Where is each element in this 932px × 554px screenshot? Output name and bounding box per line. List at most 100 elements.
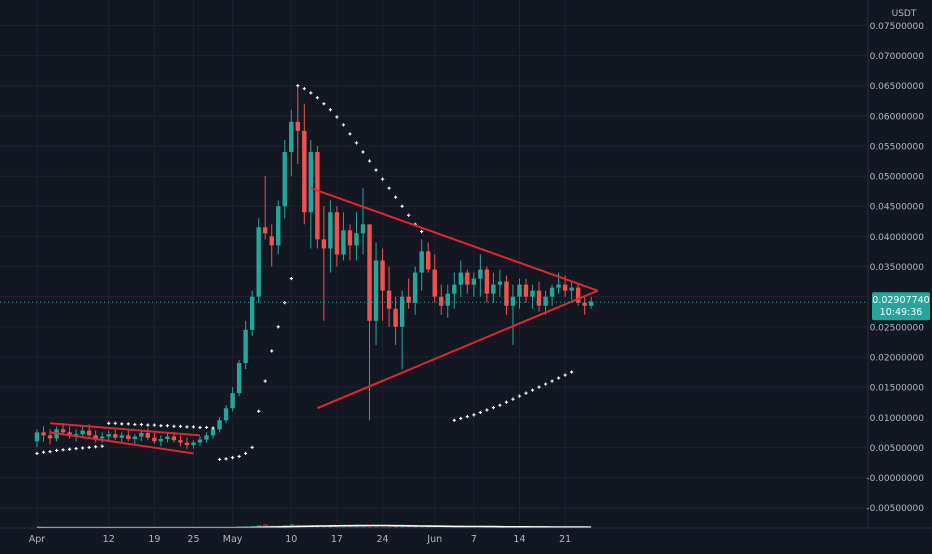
candle-body-63 — [446, 294, 450, 306]
candle-body-18 — [152, 438, 156, 442]
x-tick-label-3: 25 — [187, 534, 199, 545]
candle-31 — [237, 360, 241, 396]
candle-body-74 — [517, 285, 521, 297]
candle-body-79 — [550, 288, 554, 297]
y-tick-label-7: 0.04500000 — [870, 203, 925, 213]
candle-body-75 — [524, 285, 528, 297]
candle-body-10 — [100, 437, 104, 439]
candle-body-60 — [426, 251, 430, 269]
x-tick-label-2: 19 — [148, 534, 160, 545]
y-tick-label-4: 0.06000000 — [870, 112, 925, 122]
candle-body-11 — [107, 434, 111, 436]
candle-body-55 — [393, 309, 397, 327]
candle-body-40 — [296, 122, 300, 131]
candle-body-58 — [413, 273, 417, 303]
candle-body-23 — [185, 443, 189, 445]
candle-body-80 — [556, 285, 560, 288]
x-tick-label-7: 24 — [377, 534, 389, 545]
candle-body-24 — [191, 443, 195, 445]
candle-body-61 — [433, 270, 437, 297]
candle-body-42 — [309, 152, 313, 212]
y-tick-label-17: -0.00500000 — [866, 504, 924, 514]
candle-body-12 — [113, 434, 117, 438]
time-axis[interactable] — [0, 528, 932, 550]
x-tick-label-9: 7 — [471, 534, 477, 545]
y-tick-label-14: 0.01000000 — [870, 414, 925, 424]
candle-body-7 — [80, 431, 84, 435]
candle-body-0 — [35, 432, 39, 441]
y-tick-label-11: 0.02500000 — [870, 323, 925, 333]
candle-body-45 — [328, 212, 332, 248]
candle-body-76 — [530, 291, 534, 297]
last-price-label: 0.02907740 10:49:36 — [872, 292, 930, 320]
y-tick-label-12: 0.02000000 — [870, 353, 925, 363]
candle-body-66 — [465, 273, 469, 285]
candle-body-17 — [146, 433, 150, 438]
candle-body-62 — [439, 297, 443, 306]
last-price-value: 0.02907740 — [872, 295, 929, 306]
x-tick-label-4: May — [223, 534, 243, 545]
candle-body-78 — [543, 297, 547, 306]
candle-body-53 — [380, 261, 384, 291]
candle-body-64 — [452, 285, 456, 294]
candle-body-27 — [211, 429, 215, 435]
y-tick-label-3: 0.06500000 — [870, 82, 925, 92]
candle-body-15 — [133, 437, 137, 439]
y-tick-label-5: 0.05500000 — [870, 142, 925, 152]
candle-body-65 — [459, 273, 463, 285]
candle-body-71 — [498, 282, 502, 285]
candle-body-82 — [569, 288, 573, 291]
candle-body-1 — [41, 432, 45, 435]
candle-body-56 — [400, 297, 404, 327]
candle-body-37 — [276, 206, 280, 245]
candle-body-16 — [139, 433, 143, 437]
candle-body-44 — [322, 239, 326, 248]
candle-body-43 — [315, 152, 319, 239]
last-price-countdown: 10:49:36 — [880, 307, 923, 318]
candle-body-8 — [87, 431, 91, 436]
candle-34 — [256, 218, 260, 302]
x-tick-label-0: Apr — [29, 534, 46, 545]
candle-body-47 — [341, 230, 345, 254]
candle-body-35 — [263, 227, 267, 233]
x-tick-label-5: 10 — [285, 534, 297, 545]
y-tick-label-13: 0.01500000 — [870, 384, 925, 394]
y-tick-label-8: 0.04000000 — [870, 233, 925, 243]
candle-body-34 — [256, 227, 260, 296]
candle-body-20 — [165, 437, 169, 439]
candle-body-41 — [302, 131, 306, 212]
quote-currency-label: USDT — [892, 9, 917, 19]
candle-body-30 — [230, 393, 234, 408]
candle-body-52 — [374, 261, 378, 321]
candle-body-59 — [419, 251, 423, 272]
candle-33 — [250, 291, 254, 336]
y-tick-label-2: 0.07000000 — [870, 52, 925, 62]
candle-body-13 — [120, 435, 124, 437]
candle-body-51 — [367, 224, 371, 320]
candle-body-29 — [224, 408, 228, 420]
candle-43 — [315, 146, 319, 248]
candle-body-67 — [472, 279, 476, 285]
candle-body-38 — [283, 152, 287, 206]
candle-body-4 — [61, 429, 65, 432]
candle-body-22 — [178, 440, 182, 442]
y-tick-label-16: -0.00000000 — [866, 474, 924, 484]
x-tick-label-6: 17 — [331, 534, 343, 545]
candle-body-33 — [250, 297, 254, 330]
candle-body-2 — [48, 435, 52, 438]
candle-body-81 — [563, 285, 567, 291]
x-tick-label-1: 12 — [103, 534, 115, 545]
candle-body-39 — [289, 122, 293, 152]
candle-body-54 — [387, 291, 391, 309]
y-tick-label-6: 0.05000000 — [870, 173, 925, 183]
candle-body-84 — [582, 303, 586, 306]
candle-body-50 — [361, 224, 365, 233]
candle-body-19 — [159, 439, 163, 441]
candle-body-68 — [478, 270, 482, 279]
x-tick-label-10: 14 — [513, 534, 525, 545]
candle-body-28 — [217, 420, 221, 429]
candle-body-70 — [491, 285, 495, 294]
candle-body-48 — [348, 230, 352, 245]
